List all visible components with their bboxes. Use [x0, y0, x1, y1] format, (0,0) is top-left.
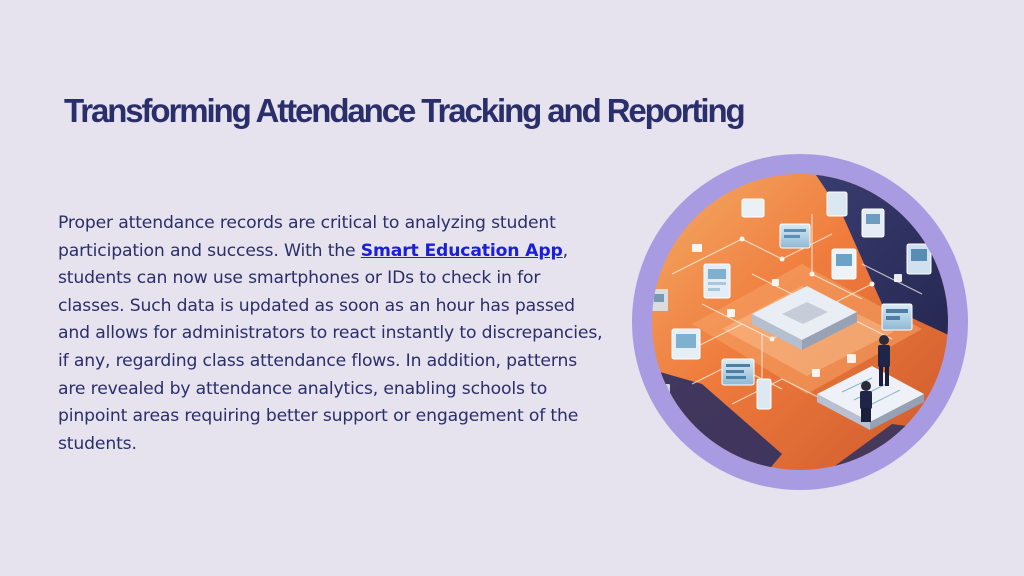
paragraph-text-before-link: Proper attendance records are critical t…	[58, 213, 556, 261]
paragraph-text-after-link: , students can now use smartphones or ID…	[58, 240, 603, 454]
seated-person-figure	[860, 381, 872, 422]
smart-education-app-link[interactable]: Smart Education App	[360, 240, 563, 261]
data-network-illustration	[632, 154, 968, 490]
slide-title: Transforming Attendance Tracking and Rep…	[64, 92, 746, 129]
body-paragraph: Proper attendance records are critical t…	[58, 210, 606, 458]
person-figure	[878, 335, 890, 386]
